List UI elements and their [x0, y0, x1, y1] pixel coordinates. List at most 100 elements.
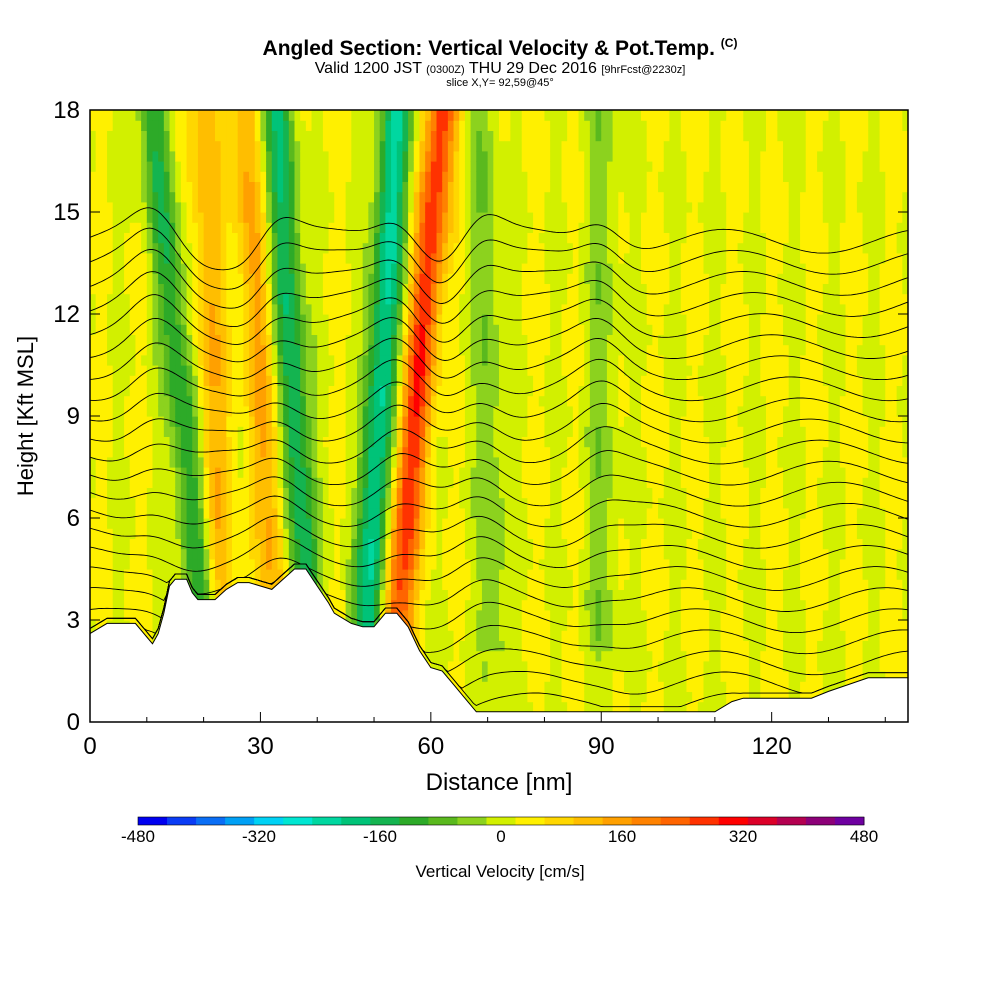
heat-cell — [95, 110, 102, 121]
heat-cell — [493, 579, 500, 590]
heat-cell — [95, 538, 102, 550]
heat-cell — [226, 497, 233, 509]
heat-cell — [459, 446, 466, 458]
heat-cell — [538, 314, 546, 325]
heat-cell — [339, 569, 347, 580]
heat-cell — [493, 150, 500, 162]
heat-cell — [135, 405, 142, 417]
heat-cell — [425, 110, 432, 121]
heat-cell — [146, 242, 154, 254]
heat-cell — [453, 518, 460, 529]
heat-cell — [493, 232, 500, 244]
heat-cell — [288, 395, 296, 407]
heat-cell — [226, 130, 233, 142]
heat-cell — [533, 212, 540, 223]
heat-cell — [152, 456, 159, 468]
heat-cell — [322, 385, 330, 397]
heat-cell — [425, 477, 432, 488]
heat-cell — [493, 212, 500, 223]
heat-cell — [487, 640, 494, 652]
heat-cell — [237, 242, 244, 254]
heat-cell — [442, 130, 449, 142]
heat-cell — [408, 416, 415, 427]
heat-cell — [209, 456, 216, 468]
heat-cell — [339, 212, 347, 223]
heat-cell — [158, 528, 165, 539]
heat-cell — [107, 252, 114, 264]
heat-cell — [464, 650, 472, 662]
heat-cell — [95, 201, 102, 213]
heat-cell — [169, 548, 176, 560]
heat-cell — [141, 487, 148, 499]
heat-cell — [362, 528, 369, 539]
heat-cell — [379, 599, 386, 611]
heat-cell — [175, 497, 182, 509]
heat-cell — [516, 599, 523, 611]
heat-cell — [510, 354, 517, 366]
heat-cell — [220, 232, 227, 244]
heat-cell — [436, 630, 443, 641]
heat-cell — [499, 701, 506, 713]
heat-cell — [243, 201, 250, 213]
heat-cell — [339, 518, 347, 529]
heat-cell — [504, 303, 511, 315]
heat-cell — [459, 273, 466, 284]
heat-cell — [141, 130, 148, 142]
heat-cell — [527, 273, 534, 284]
heat-cell — [158, 395, 165, 407]
heat-cell — [118, 579, 125, 590]
heat-cell — [237, 232, 244, 244]
heat-cell — [408, 599, 415, 611]
heat-cell — [192, 201, 199, 213]
heat-cell — [402, 252, 409, 264]
heat-cell — [402, 538, 409, 550]
heat-cell — [391, 456, 398, 468]
heat-cell — [129, 181, 137, 193]
heat-cell — [175, 395, 182, 407]
heat-cell — [504, 222, 511, 233]
heat-cell — [430, 569, 438, 580]
heat-cell — [288, 161, 296, 172]
heat-cell — [430, 344, 438, 356]
heat-cell — [464, 630, 472, 641]
heat-cell — [550, 354, 557, 366]
heat-cell — [419, 609, 426, 621]
heat-cell — [487, 507, 494, 519]
heat-cell — [356, 558, 364, 570]
heat-cell — [499, 293, 506, 305]
heat-cell — [152, 150, 159, 162]
heat-cell — [192, 395, 199, 407]
heat-cell — [391, 140, 398, 152]
heat-cell — [362, 518, 369, 529]
heat-cell — [158, 334, 165, 346]
heat-cell — [249, 518, 256, 529]
heat-cell — [271, 538, 279, 550]
heat-cell — [470, 446, 477, 458]
heat-cell — [408, 293, 415, 305]
heat-cell — [232, 140, 239, 152]
heat-cell — [493, 569, 500, 580]
heat-cell — [112, 130, 119, 142]
heat-cell — [425, 558, 432, 570]
heat-cell — [107, 405, 114, 417]
heat-cell — [203, 467, 210, 478]
heat-cell — [146, 579, 154, 590]
heat-cell — [561, 630, 568, 641]
heat-cell — [447, 507, 455, 519]
heat-cell — [180, 201, 188, 213]
heat-cell — [391, 252, 398, 264]
heat-cell — [516, 314, 523, 325]
heat-cell — [260, 416, 267, 427]
heat-cell — [425, 579, 432, 590]
heat-cell — [396, 222, 404, 233]
heat-cell — [362, 222, 369, 233]
heat-cell — [385, 456, 392, 468]
heat-cell — [555, 354, 563, 366]
heat-cell — [243, 120, 250, 131]
heat-cell — [391, 405, 398, 417]
heat-cell — [271, 110, 279, 121]
heat-cell — [351, 599, 358, 611]
heat-cell — [459, 375, 466, 386]
heat-cell — [487, 171, 494, 182]
heat-cell — [464, 528, 472, 539]
